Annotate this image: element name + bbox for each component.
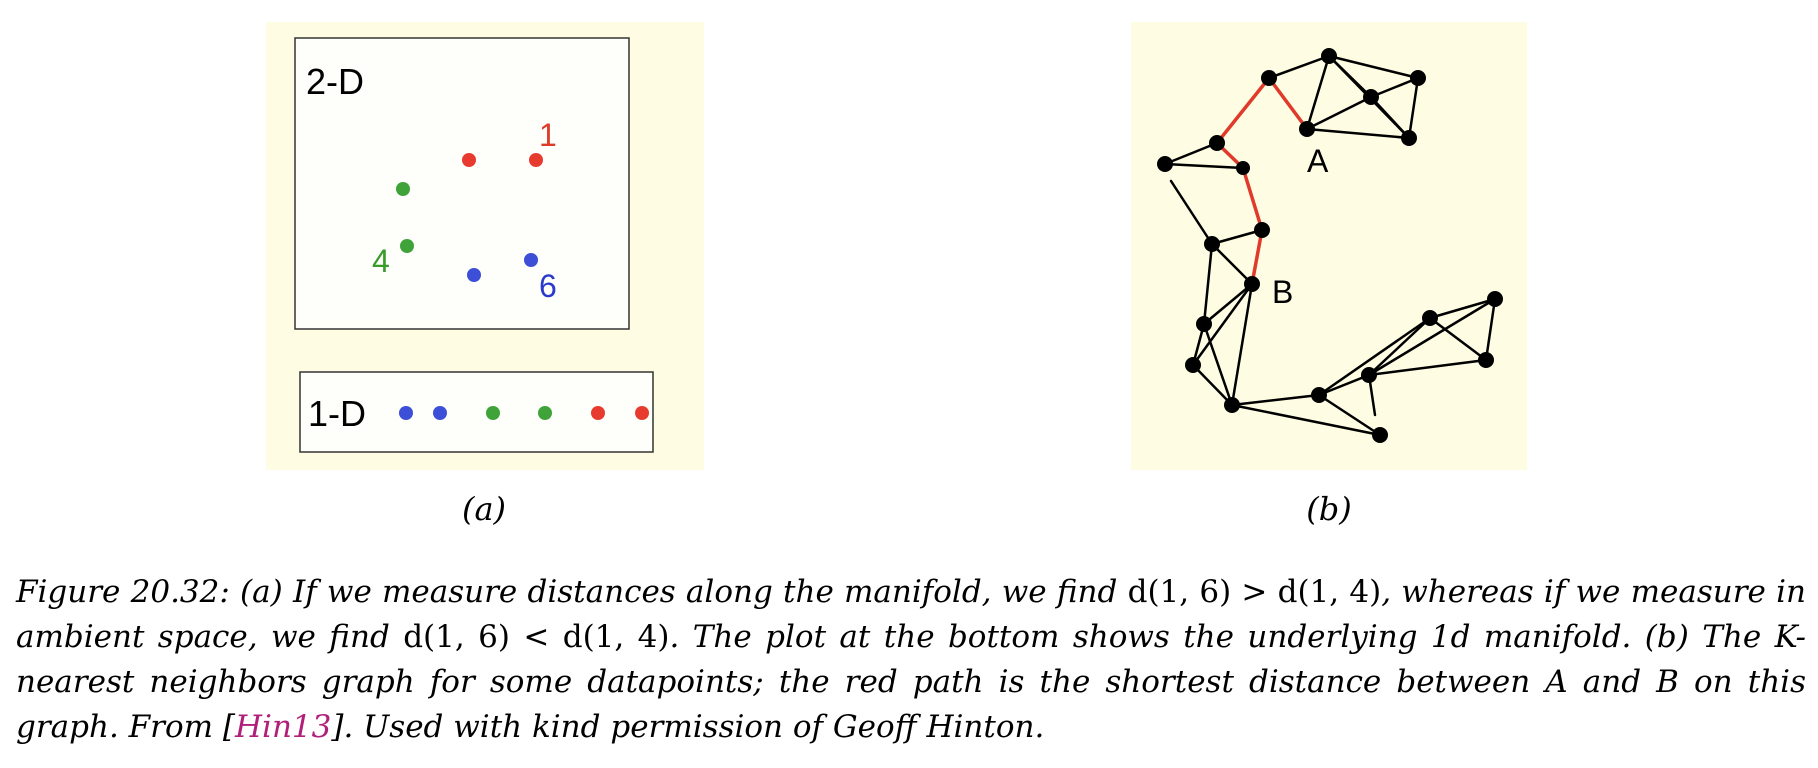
- panel-b-background: [1131, 22, 1527, 470]
- manifold-point-red-1: [591, 406, 605, 420]
- caption-text-4: ]. Used with kind permission of Geoff Hi…: [331, 709, 1045, 745]
- panel-a-figure: 2-D 1 4 6 1-D: [266, 22, 704, 470]
- point-blue-a: [467, 268, 481, 282]
- point-label-4: 4: [372, 243, 390, 279]
- figure-caption: Figure 20.32: (a) If we measure distance…: [16, 570, 1806, 750]
- sublabel-a: (a): [461, 490, 507, 528]
- manifold-point-green-1: [486, 406, 500, 420]
- point-blue-6: [524, 253, 538, 267]
- box-2d: [294, 37, 630, 330]
- point-red-1: [529, 153, 543, 167]
- caption-text-3: . The plot at the bottom shows the under…: [16, 619, 1807, 745]
- knn-graph-edges: [1163, 54, 1497, 437]
- caption-text-1: Figure 20.32: (a) If we measure distance…: [16, 574, 1128, 610]
- manifold-point-red-2: [635, 406, 649, 420]
- shortest-path-a-b: [1215, 76, 1309, 286]
- point-green-4: [400, 239, 414, 253]
- sublabel-b: (b): [1306, 490, 1352, 528]
- caption-math-1: d(1, 6) > d(1, 4): [1127, 574, 1382, 610]
- manifold-point-green-2: [538, 406, 552, 420]
- manifold-point-blue-2: [433, 406, 447, 420]
- knn-graph-nodes: [1157, 48, 1503, 443]
- point-label-6: 6: [539, 268, 557, 304]
- node-label-b: B: [1272, 274, 1293, 310]
- node-label-a: A: [1307, 143, 1329, 179]
- box-1d-label: 1-D: [308, 393, 366, 434]
- point-green-a: [396, 182, 410, 196]
- citation-link[interactable]: Hin13: [235, 709, 332, 745]
- point-red-a: [462, 153, 476, 167]
- point-label-1: 1: [539, 117, 557, 153]
- caption-text-2: , whereas if we measure in ambient space…: [16, 574, 1807, 655]
- manifold-point-blue-1: [399, 406, 413, 420]
- box-2d-label: 2-D: [306, 61, 364, 102]
- panel-b-figure: A B: [1131, 22, 1527, 470]
- caption-math-2: d(1, 6) < d(1, 4): [403, 619, 670, 655]
